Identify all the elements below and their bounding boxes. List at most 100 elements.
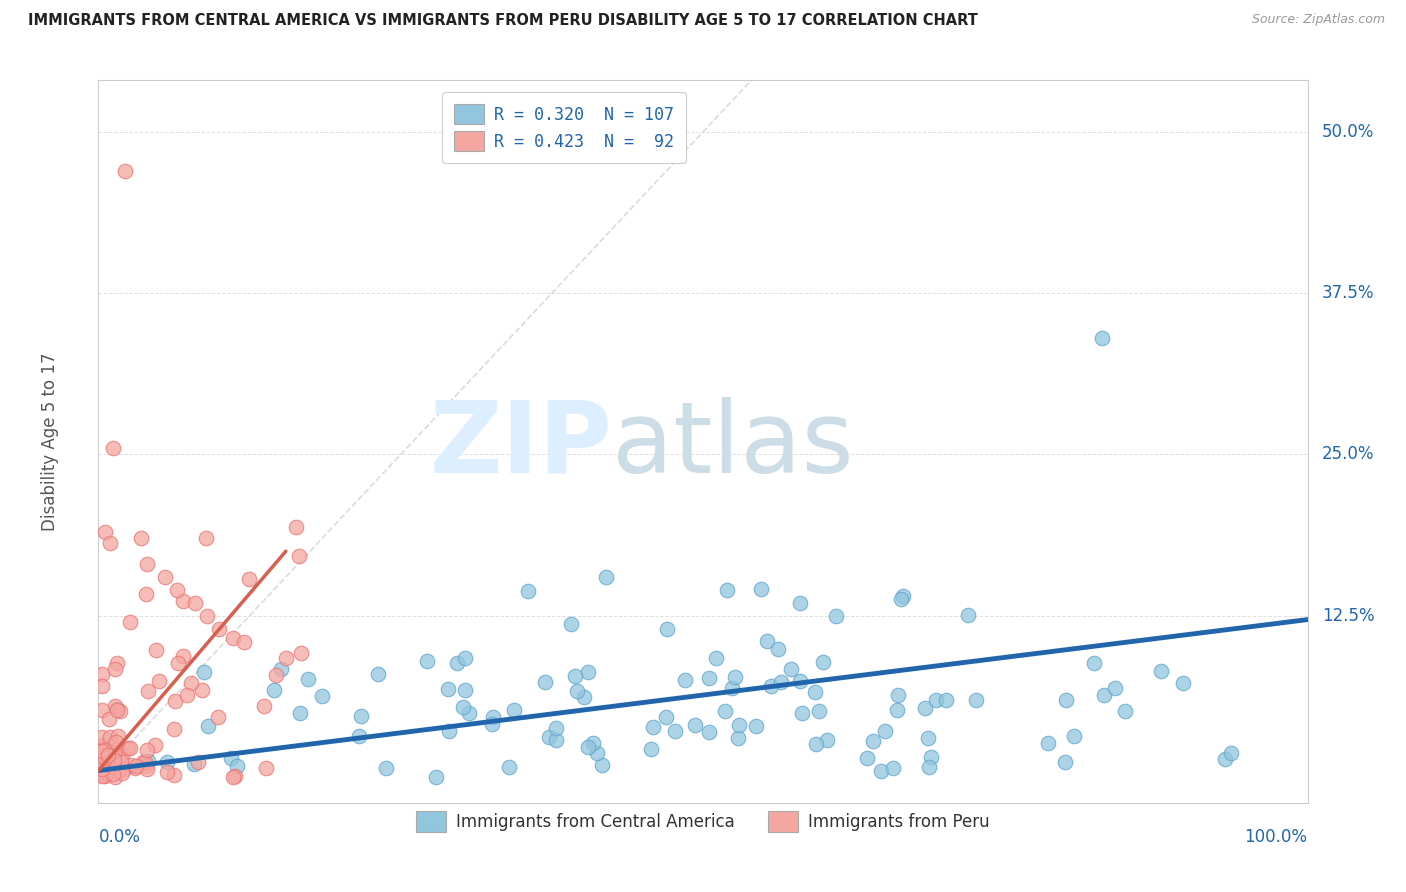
Point: [887, 688, 910, 702]
Point: [138, 754, 160, 768]
Point: [96, 756, 118, 770]
Point: [238, 572, 260, 586]
Point: [98, 536, 121, 550]
Text: IMMIGRANTS FROM CENTRAL AMERICA VS IMMIGRANTS FROM PERU DISABILITY AGE 5 TO 17 C: IMMIGRANTS FROM CENTRAL AMERICA VS IMMIG…: [28, 13, 979, 29]
Point: [1054, 755, 1077, 769]
Point: [105, 703, 128, 717]
Point: [745, 719, 768, 733]
Point: [207, 709, 229, 723]
Point: [567, 683, 589, 698]
Point: [91, 738, 114, 752]
Point: [935, 693, 957, 707]
Point: [222, 770, 245, 784]
Point: [91, 766, 114, 780]
Point: [891, 589, 914, 603]
Point: [367, 666, 389, 681]
Point: [224, 769, 246, 783]
Point: [870, 764, 893, 779]
Point: [918, 760, 941, 774]
Point: [91, 679, 114, 693]
Point: [98, 730, 121, 744]
Point: [1054, 692, 1077, 706]
Point: [585, 746, 607, 760]
Text: ZIP: ZIP: [429, 397, 613, 493]
Text: Source: ZipAtlas.com: Source: ZipAtlas.com: [1251, 13, 1385, 27]
Point: [135, 557, 157, 571]
Point: [683, 717, 706, 731]
Point: [91, 667, 114, 681]
Point: [105, 735, 128, 749]
Point: [544, 721, 567, 735]
Point: [103, 752, 125, 766]
Point: [595, 570, 617, 584]
Point: [957, 608, 980, 623]
Point: [91, 762, 114, 776]
Point: [253, 699, 276, 714]
Text: 100.0%: 100.0%: [1244, 828, 1308, 847]
Point: [704, 651, 727, 665]
Point: [101, 767, 124, 781]
Point: [180, 676, 202, 690]
Point: [825, 608, 848, 623]
Point: [1063, 729, 1085, 743]
Point: [1091, 331, 1114, 345]
Point: [97, 747, 120, 762]
Text: 25.0%: 25.0%: [1322, 445, 1375, 464]
Point: [654, 709, 676, 723]
Point: [135, 759, 157, 773]
Point: [655, 622, 678, 636]
Point: [544, 732, 567, 747]
Point: [124, 762, 146, 776]
Point: [114, 163, 136, 178]
Point: [93, 740, 115, 755]
Text: 0.0%: 0.0%: [98, 828, 141, 847]
Point: [91, 730, 114, 744]
Point: [254, 761, 277, 775]
Point: [451, 700, 474, 714]
Point: [643, 720, 665, 734]
Point: [120, 615, 142, 630]
Point: [165, 694, 187, 708]
Point: [1083, 656, 1105, 670]
Point: [728, 718, 751, 732]
Point: [311, 689, 333, 703]
Point: [184, 596, 207, 610]
Point: [498, 760, 520, 774]
Point: [101, 441, 124, 455]
Point: [664, 724, 686, 739]
Point: [105, 656, 128, 670]
Point: [673, 673, 696, 687]
Point: [117, 740, 139, 755]
Point: [1114, 705, 1136, 719]
Point: [136, 684, 159, 698]
Point: [94, 742, 117, 756]
Point: [91, 769, 114, 783]
Point: [135, 762, 157, 776]
Point: [143, 738, 166, 752]
Point: [807, 704, 830, 718]
Point: [191, 683, 214, 698]
Point: [890, 592, 912, 607]
Point: [226, 759, 249, 773]
Point: [172, 594, 194, 608]
Point: [120, 758, 142, 772]
Point: [1171, 676, 1194, 690]
Point: [94, 524, 117, 539]
Point: [163, 768, 186, 782]
Point: [1219, 746, 1241, 760]
Point: [284, 520, 307, 534]
Point: [914, 701, 936, 715]
Point: [104, 699, 127, 714]
Point: [576, 665, 599, 680]
Point: [183, 757, 205, 772]
Point: [208, 622, 231, 636]
Point: [789, 596, 811, 610]
Point: [454, 650, 477, 665]
Point: [437, 723, 460, 738]
Point: [148, 674, 170, 689]
Point: [875, 723, 897, 738]
Point: [416, 654, 439, 668]
Point: [156, 755, 179, 769]
Point: [135, 587, 157, 601]
Point: [134, 756, 156, 770]
